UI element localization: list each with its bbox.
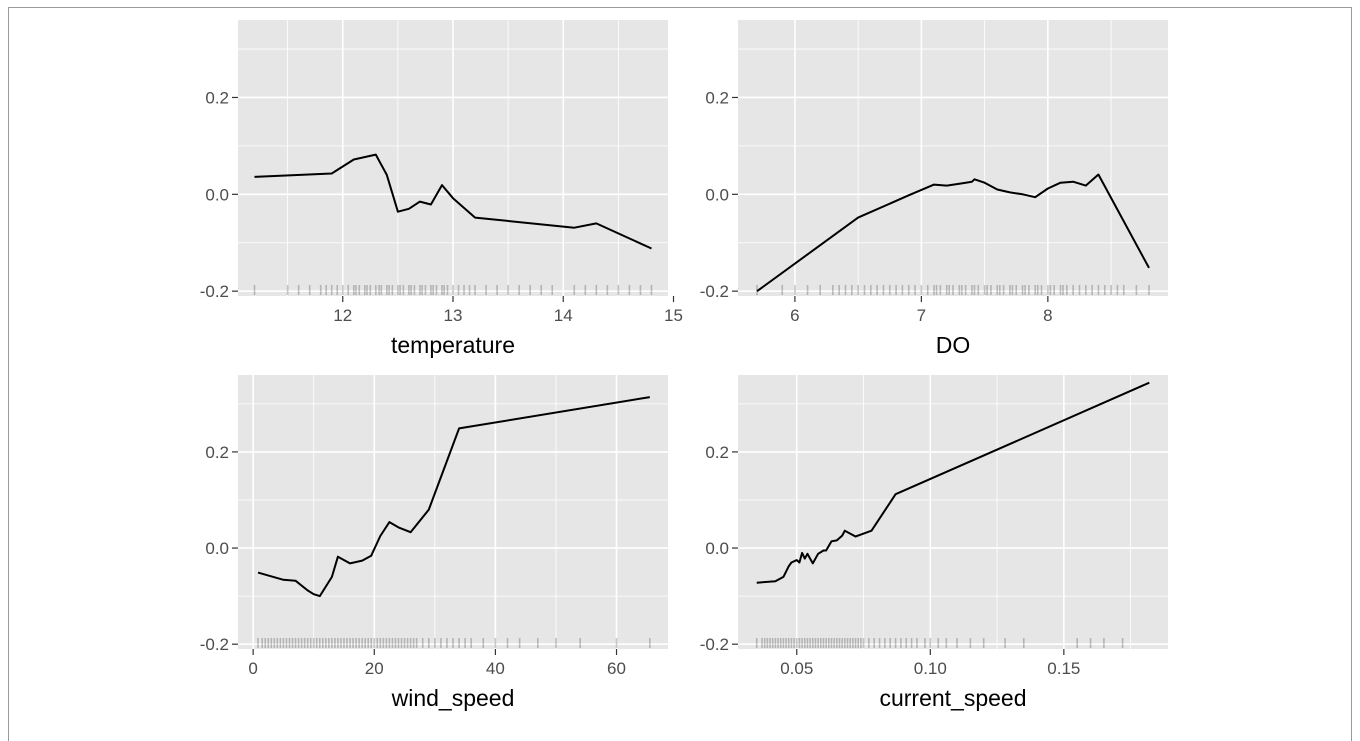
x-tick-label: 0.10 xyxy=(914,659,947,678)
panel-current-speed: -0.2 0.0 0.2 0.05 0.10 0.15 current_speed xyxy=(700,375,1168,711)
x-tick-label: 40 xyxy=(486,659,505,678)
pd-line-wind-speed xyxy=(257,396,650,598)
y-tick-label: -0.2 xyxy=(200,282,229,301)
x-tick-label: 0.15 xyxy=(1047,659,1080,678)
x-tick-label: 6 xyxy=(790,306,799,325)
x-tick-label: 0.05 xyxy=(780,659,813,678)
figure-frame xyxy=(8,7,1352,741)
pd-line-current-speed xyxy=(756,381,1150,584)
x-tick-label: 20 xyxy=(365,659,384,678)
y-tick-label: -0.2 xyxy=(700,635,729,654)
x-axis-title-do: DO xyxy=(936,332,971,358)
y-tick-label: 0.0 xyxy=(205,185,229,204)
x-tick-label: 8 xyxy=(1043,306,1052,325)
panel-do: -0.2 0.0 0.2 6 7 8 DO xyxy=(700,20,1168,358)
x-tick-label: 7 xyxy=(917,306,926,325)
y-tick-label: -0.2 xyxy=(700,282,729,301)
x-axis-title-current-speed: current_speed xyxy=(879,685,1026,711)
y-tick-label: 0.0 xyxy=(705,539,729,558)
x-axis-title-wind-speed: wind_speed xyxy=(391,685,515,711)
x-axis-title-temperature: temperature xyxy=(391,332,515,358)
panel-background xyxy=(738,20,1168,296)
rug-temperature xyxy=(253,285,653,295)
y-tick-label: 0.2 xyxy=(705,443,729,462)
x-tick-label: 15 xyxy=(664,306,683,325)
y-tick-label: 0.0 xyxy=(705,185,729,204)
y-tick-label: 0.0 xyxy=(205,539,229,558)
y-tick-label: 0.2 xyxy=(205,443,229,462)
panel-background xyxy=(738,375,1168,649)
panel-wind-speed: -0.2 0.0 0.2 0 20 40 60 wind_speed xyxy=(200,375,668,711)
rug-wind-speed xyxy=(257,638,651,648)
x-tick-label: 12 xyxy=(333,306,352,325)
x-tick-label: 14 xyxy=(554,306,573,325)
pd-line-do xyxy=(756,173,1150,293)
x-tick-label: 13 xyxy=(444,306,463,325)
rug-do xyxy=(756,285,1150,295)
x-tick-label: 0 xyxy=(248,659,257,678)
panel-background xyxy=(238,375,668,649)
rug-current-speed xyxy=(755,638,1124,648)
panel-temperature: -0.2 0.0 0.2 12 13 14 15 temperature xyxy=(200,20,683,358)
x-tick-label: 60 xyxy=(607,659,626,678)
y-tick-label: -0.2 xyxy=(200,635,229,654)
y-tick-label: 0.2 xyxy=(205,88,229,107)
pd-line-temperature xyxy=(254,153,652,250)
y-tick-label: 0.2 xyxy=(705,88,729,107)
